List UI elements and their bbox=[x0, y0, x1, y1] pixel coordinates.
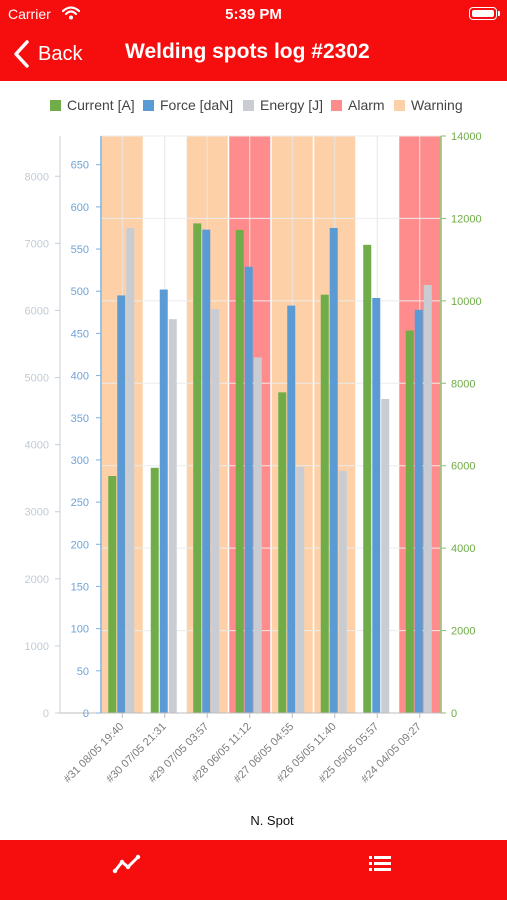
tab-list[interactable] bbox=[360, 850, 400, 878]
force-tick-label: 650 bbox=[71, 160, 89, 172]
bar-current bbox=[193, 223, 202, 714]
force-tick-label: 0 bbox=[83, 708, 89, 720]
bar-current bbox=[320, 294, 329, 713]
bar-force bbox=[244, 266, 253, 713]
legend-label: Energy [J] bbox=[260, 97, 323, 113]
bar-energy bbox=[168, 319, 177, 713]
legend-label: Alarm bbox=[348, 97, 385, 113]
back-button[interactable]: Back bbox=[12, 38, 82, 70]
chart-canvas: 0100020003000400050006000700080000501001… bbox=[25, 97, 482, 828]
bar-current bbox=[235, 229, 244, 713]
force-tick-label: 500 bbox=[71, 286, 89, 298]
bar-force bbox=[329, 227, 338, 713]
chevron-left-icon bbox=[14, 40, 29, 68]
force-tick-label: 600 bbox=[71, 202, 89, 214]
bar-energy bbox=[296, 466, 305, 713]
tab-bar bbox=[0, 840, 507, 900]
force-tick-label: 250 bbox=[71, 497, 89, 509]
energy-tick-label: 0 bbox=[43, 708, 49, 720]
legend-swatch bbox=[243, 100, 254, 111]
current-tick-label: 12000 bbox=[451, 213, 482, 225]
bar-force bbox=[159, 289, 168, 713]
bar-energy bbox=[381, 399, 390, 713]
navigation-bar: Back Welding spots log #2302 bbox=[0, 28, 507, 81]
legend-swatch bbox=[143, 100, 154, 111]
energy-tick-label: 7000 bbox=[25, 238, 49, 250]
carrier-label: Carrier bbox=[8, 6, 51, 22]
bar-force bbox=[287, 305, 296, 713]
force-tick-label: 550 bbox=[71, 244, 89, 256]
force-tick-label: 150 bbox=[71, 581, 89, 593]
legend-label: Current [A] bbox=[67, 97, 135, 113]
force-tick-label: 350 bbox=[71, 413, 89, 425]
current-tick-label: 10000 bbox=[451, 296, 482, 308]
bar-energy bbox=[126, 227, 135, 714]
force-tick-label: 450 bbox=[71, 328, 89, 340]
legend-swatch bbox=[50, 100, 61, 111]
bar-energy bbox=[423, 284, 432, 713]
energy-tick-label: 1000 bbox=[25, 641, 49, 653]
force-tick-label: 300 bbox=[71, 455, 89, 467]
legend-label: Force [daN] bbox=[160, 97, 233, 113]
bar-energy bbox=[211, 309, 220, 713]
energy-tick-label: 2000 bbox=[25, 574, 49, 586]
legend-swatch bbox=[331, 100, 342, 111]
battery-icon bbox=[469, 7, 500, 20]
status-bar: Carrier 5:39 PM bbox=[0, 0, 507, 28]
list-icon bbox=[369, 856, 391, 871]
bar-current bbox=[150, 467, 159, 713]
bar-force bbox=[372, 297, 381, 713]
energy-tick-label: 4000 bbox=[25, 440, 49, 452]
energy-tick-label: 3000 bbox=[25, 507, 49, 519]
bar-current bbox=[363, 244, 372, 713]
back-label: Back bbox=[38, 42, 83, 65]
current-tick-label: 8000 bbox=[451, 378, 475, 390]
clock: 5:39 PM bbox=[225, 6, 282, 23]
legend-swatch bbox=[394, 100, 405, 111]
force-tick-label: 200 bbox=[71, 539, 89, 551]
current-tick-label: 14000 bbox=[451, 131, 482, 143]
bar-current bbox=[108, 476, 117, 713]
current-tick-label: 6000 bbox=[451, 461, 475, 473]
page-title: Welding spots log #2302 bbox=[125, 40, 370, 63]
force-tick-label: 400 bbox=[71, 371, 89, 383]
bar-energy bbox=[338, 470, 347, 713]
bar-force bbox=[414, 309, 423, 713]
bar-force bbox=[202, 229, 211, 713]
force-tick-label: 50 bbox=[77, 666, 89, 678]
current-tick-label: 2000 bbox=[451, 626, 475, 638]
current-tick-label: 0 bbox=[451, 708, 457, 720]
bar-force bbox=[117, 295, 126, 713]
energy-tick-label: 6000 bbox=[25, 305, 49, 317]
wifi-icon bbox=[62, 6, 80, 20]
bar-current bbox=[405, 330, 414, 713]
energy-tick-label: 8000 bbox=[25, 171, 49, 183]
energy-tick-label: 5000 bbox=[25, 373, 49, 385]
legend-label: Warning bbox=[411, 97, 463, 113]
bar-energy bbox=[253, 357, 262, 713]
bar-current bbox=[278, 392, 287, 713]
force-tick-label: 100 bbox=[71, 624, 89, 636]
x-axis-title: N. Spot bbox=[250, 813, 294, 828]
current-tick-label: 4000 bbox=[451, 543, 475, 555]
line-chart-icon bbox=[112, 854, 141, 874]
tab-chart[interactable] bbox=[107, 850, 147, 878]
welding-chart: 0 1000 2000 3000 4000 5000 6000 7000 8000 0 50 100 1… bbox=[0, 81, 507, 840]
